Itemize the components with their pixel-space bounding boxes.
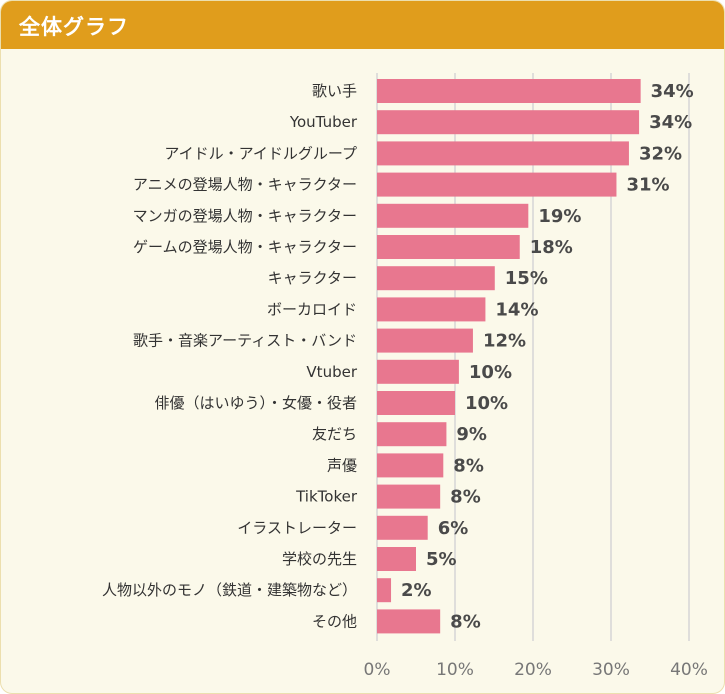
- bar: [377, 328, 473, 353]
- category-label: ボーカロイド: [267, 300, 357, 318]
- category-label: 友だち: [312, 425, 357, 443]
- value-label: 32%: [639, 143, 682, 164]
- value-label: 8%: [453, 455, 484, 476]
- category-label: 歌手・音楽アーティスト・バンド: [133, 332, 357, 350]
- value-label: 8%: [450, 487, 481, 508]
- category-label: キャラクター: [268, 269, 357, 287]
- category-label: TikToker: [295, 488, 358, 506]
- bar: [377, 172, 617, 197]
- value-label: 8%: [450, 611, 481, 632]
- bar: [377, 203, 529, 228]
- bar: [377, 515, 428, 540]
- bar: [377, 79, 641, 103]
- category-label: 俳優（はいゆう）・女優・役者: [154, 394, 357, 412]
- bar: [377, 453, 444, 478]
- value-label: 5%: [426, 549, 457, 570]
- value-label: 9%: [456, 424, 487, 445]
- bar: [377, 359, 459, 384]
- category-label: Vtuber: [306, 363, 357, 381]
- category-label: アイドル・アイドルグループ: [164, 144, 357, 162]
- value-label: 34%: [651, 81, 694, 102]
- bar: [377, 422, 447, 447]
- category-label: その他: [312, 612, 357, 630]
- x-tick-label: 10%: [436, 660, 474, 680]
- category-label: イラストレーター: [237, 519, 357, 537]
- bar: [377, 110, 640, 135]
- value-label: 31%: [626, 175, 669, 196]
- value-label: 10%: [469, 362, 512, 383]
- bar: [377, 141, 629, 166]
- category-label: 声優: [327, 456, 357, 474]
- value-label: 19%: [538, 206, 581, 227]
- category-label: マンガの登場人物・キャラクター: [133, 207, 357, 225]
- value-label: 34%: [649, 112, 692, 133]
- value-label: 2%: [401, 580, 432, 601]
- value-label: 12%: [483, 331, 526, 352]
- category-label: 歌い手: [312, 82, 357, 100]
- value-label: 15%: [505, 268, 548, 289]
- category-label: YouTuber: [289, 113, 358, 131]
- bar: [377, 297, 486, 322]
- bar: [377, 266, 495, 291]
- category-label: 人物以外のモノ（鉄道・建築物など）: [102, 581, 357, 599]
- category-label: アニメの登場人物・キャラクター: [133, 176, 357, 194]
- category-label: 学校の先生: [282, 550, 357, 568]
- x-tick-label: 30%: [592, 660, 630, 680]
- value-label: 14%: [495, 299, 538, 320]
- bar: [377, 547, 416, 571]
- bar: [377, 484, 441, 509]
- value-label: 18%: [530, 237, 573, 258]
- bar: [377, 609, 441, 634]
- x-tick-label: 0%: [364, 660, 391, 680]
- title-bar: 全体グラフ: [1, 1, 724, 49]
- value-label: 6%: [438, 518, 469, 539]
- category-label: ゲームの登場人物・キャラクター: [133, 238, 357, 256]
- bar: [377, 578, 392, 603]
- x-tick-label: 20%: [514, 660, 552, 680]
- chart-title: 全体グラフ: [19, 15, 129, 39]
- bar: [377, 235, 520, 259]
- bar: [377, 391, 455, 415]
- value-label: 10%: [465, 393, 508, 414]
- x-tick-label: 40%: [670, 660, 708, 680]
